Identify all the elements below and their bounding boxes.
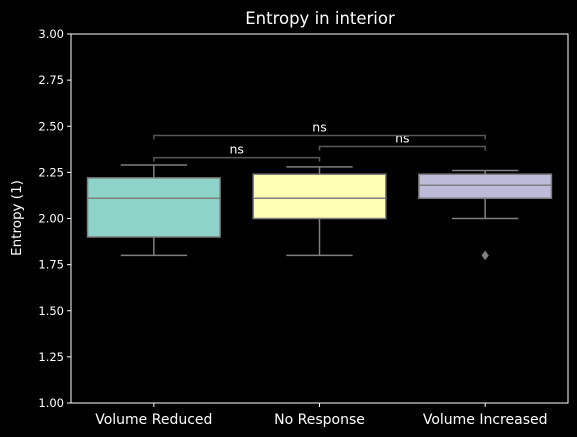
box-1 xyxy=(86,177,221,238)
x-tick-label: No Response xyxy=(274,412,365,428)
box-3 xyxy=(418,173,553,199)
y-tick-label: 1.00 xyxy=(38,396,64,410)
y-tick-label: 1.50 xyxy=(38,304,64,318)
y-tick-label: 1.25 xyxy=(38,350,64,364)
x-tick-label: Volume Reduced xyxy=(95,412,212,428)
significance-bracket xyxy=(318,145,486,151)
y-axis-label: Entropy (1) xyxy=(9,180,25,256)
y-tick-label: 2.50 xyxy=(38,119,64,133)
significance-label: ns xyxy=(312,119,326,134)
y-tick-label: 2.75 xyxy=(38,73,64,87)
significance-bracket xyxy=(153,156,321,162)
box-2 xyxy=(252,173,387,220)
y-tick-label: 2.25 xyxy=(38,165,64,179)
significance-label: ns xyxy=(395,131,409,146)
y-tick-label: 3.00 xyxy=(38,27,64,41)
x-tick-label: Volume Increased xyxy=(423,412,548,428)
chart-title: Entropy in interior xyxy=(245,9,395,28)
significance-bracket xyxy=(153,134,486,140)
y-tick-label: 1.75 xyxy=(38,258,64,272)
y-tick-label: 2.00 xyxy=(38,212,64,226)
outlier-point xyxy=(481,250,489,261)
significance-label: ns xyxy=(229,142,243,157)
